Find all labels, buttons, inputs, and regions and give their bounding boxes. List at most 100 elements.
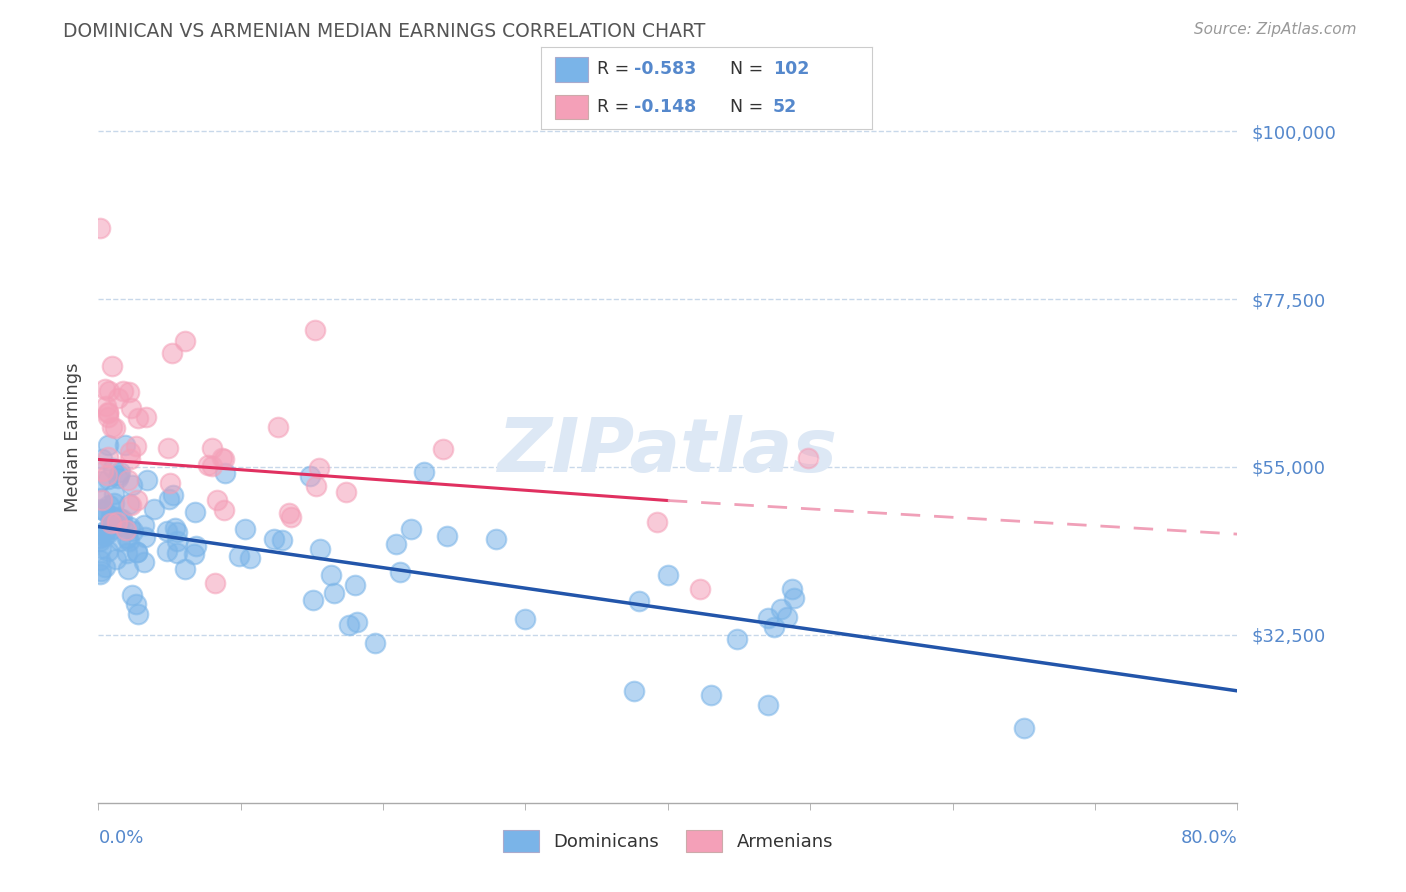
Point <box>183 548 205 562</box>
Point <box>96 522 118 536</box>
Point <box>322 586 344 600</box>
Y-axis label: Median Earnings: Median Earnings <box>63 362 82 512</box>
Text: Source: ZipAtlas.com: Source: ZipAtlas.com <box>1194 22 1357 37</box>
Point <box>118 520 141 534</box>
Point <box>108 467 131 482</box>
Point <box>103 487 125 501</box>
Point <box>101 359 124 373</box>
Point <box>110 466 132 480</box>
Point <box>212 503 235 517</box>
Point <box>125 439 148 453</box>
Point <box>346 615 368 629</box>
Point <box>117 531 139 545</box>
Point <box>90 501 112 516</box>
Point <box>89 531 111 545</box>
Point <box>267 419 290 434</box>
Point <box>699 688 721 702</box>
Point <box>623 684 645 698</box>
Point <box>94 382 117 396</box>
Point <box>117 562 139 576</box>
Point <box>200 458 222 473</box>
Point <box>120 498 142 512</box>
Point <box>91 464 114 478</box>
Point <box>797 450 820 465</box>
Point <box>401 522 423 536</box>
Point <box>166 533 188 548</box>
Point <box>98 498 121 512</box>
Point <box>97 472 120 486</box>
Point <box>127 607 149 621</box>
Legend: Dominicans, Armenians: Dominicans, Armenians <box>495 823 841 860</box>
Point <box>278 506 301 520</box>
Point <box>163 521 186 535</box>
Point <box>305 478 328 492</box>
Point <box>162 346 184 360</box>
Point <box>134 530 156 544</box>
Point <box>173 334 195 348</box>
Point <box>186 539 208 553</box>
Point <box>103 496 125 510</box>
Point <box>263 532 285 546</box>
Point <box>121 588 143 602</box>
Point <box>343 578 366 592</box>
Point <box>89 533 111 548</box>
Point <box>156 441 179 455</box>
Point <box>337 617 360 632</box>
Point <box>211 450 233 465</box>
Point <box>120 444 142 458</box>
Point <box>97 437 120 451</box>
Point <box>166 525 188 540</box>
Point <box>515 612 537 626</box>
Point <box>301 593 323 607</box>
Point <box>155 544 177 558</box>
Text: N =: N = <box>730 98 769 116</box>
Point <box>90 541 112 555</box>
Point <box>174 562 197 576</box>
Point <box>97 410 120 425</box>
Point <box>364 636 387 650</box>
Point <box>142 502 165 516</box>
FancyBboxPatch shape <box>554 57 588 82</box>
Text: ZIPatlas: ZIPatlas <box>498 415 838 488</box>
Point <box>97 543 120 558</box>
Point <box>104 551 127 566</box>
Point <box>308 541 330 556</box>
Point <box>228 549 250 563</box>
Point <box>432 442 454 456</box>
Point <box>389 565 412 579</box>
Point <box>321 568 343 582</box>
Point <box>769 602 792 616</box>
Point <box>98 384 121 398</box>
Point <box>205 492 228 507</box>
Point <box>157 492 180 507</box>
Point <box>763 620 786 634</box>
Point <box>197 458 219 472</box>
Point <box>117 497 139 511</box>
Point <box>166 546 188 560</box>
Text: 102: 102 <box>773 61 808 78</box>
Point <box>1012 721 1035 735</box>
Point <box>101 522 124 536</box>
Point <box>89 474 111 488</box>
Point <box>118 384 141 399</box>
Point <box>89 566 111 581</box>
Point <box>304 323 326 337</box>
Point <box>233 522 256 536</box>
Point <box>100 516 122 531</box>
Point <box>90 565 112 579</box>
Text: -0.583: -0.583 <box>634 61 696 78</box>
Point <box>270 533 292 548</box>
Point <box>156 524 179 538</box>
Point <box>780 582 803 596</box>
Point <box>100 513 122 527</box>
Point <box>308 461 330 475</box>
Point <box>118 452 141 467</box>
Point <box>103 460 125 475</box>
Point <box>120 401 142 415</box>
Point <box>110 512 132 526</box>
Point <box>645 515 668 529</box>
Point <box>117 546 139 560</box>
Point <box>107 471 129 485</box>
Point <box>89 221 111 235</box>
Point <box>201 441 224 455</box>
